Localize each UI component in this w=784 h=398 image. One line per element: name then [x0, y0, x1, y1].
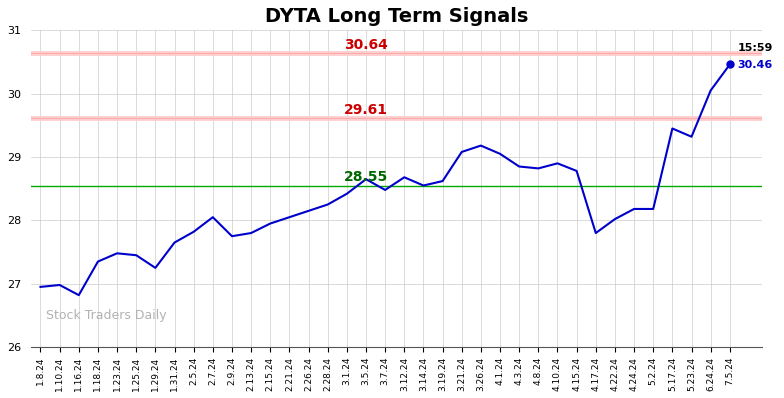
- Text: Stock Traders Daily: Stock Traders Daily: [45, 309, 166, 322]
- Text: 28.55: 28.55: [344, 170, 388, 184]
- Title: DYTA Long Term Signals: DYTA Long Term Signals: [265, 7, 528, 26]
- Text: 15:59: 15:59: [738, 43, 773, 53]
- Text: 30.64: 30.64: [344, 38, 388, 52]
- Text: 30.46: 30.46: [738, 60, 773, 70]
- Text: 29.61: 29.61: [344, 103, 388, 117]
- Bar: [31, 51, 762, 56]
- Bar: [31, 116, 762, 121]
